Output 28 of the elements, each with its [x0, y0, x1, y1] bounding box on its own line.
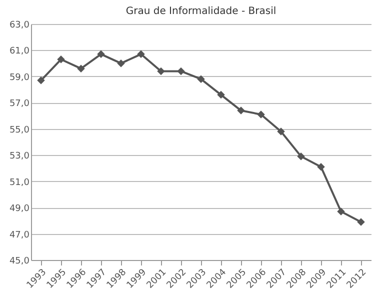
y-tick-label: 53,0 — [9, 152, 30, 162]
y-tick-label: 59,0 — [9, 72, 30, 83]
point — [57, 56, 65, 64]
y-tick-label: 63,0 — [9, 20, 30, 30]
chart-title: Grau de Informalidade - Brasil — [126, 6, 276, 17]
y-tick-label: 61,0 — [9, 46, 30, 57]
point — [237, 106, 245, 114]
point — [177, 67, 185, 76]
point — [97, 50, 105, 58]
y-tick-label: 55,0 — [9, 125, 30, 136]
y-tick-label: 47,0 — [9, 230, 30, 240]
point — [357, 218, 365, 226]
point — [37, 76, 45, 84]
point — [157, 67, 165, 76]
point — [217, 90, 225, 99]
point — [317, 163, 325, 171]
point — [337, 208, 345, 216]
point — [257, 110, 265, 118]
point — [197, 75, 205, 83]
y-tick-label: 49,0 — [9, 204, 30, 214]
y-tick-label: 45,0 — [9, 256, 30, 266]
point — [297, 152, 305, 160]
point — [137, 50, 145, 58]
y-tick-label: 57,0 — [9, 99, 30, 110]
point — [117, 59, 125, 68]
point — [277, 128, 285, 136]
point — [77, 64, 85, 72]
y-tick-label: 51,0 — [9, 178, 30, 188]
